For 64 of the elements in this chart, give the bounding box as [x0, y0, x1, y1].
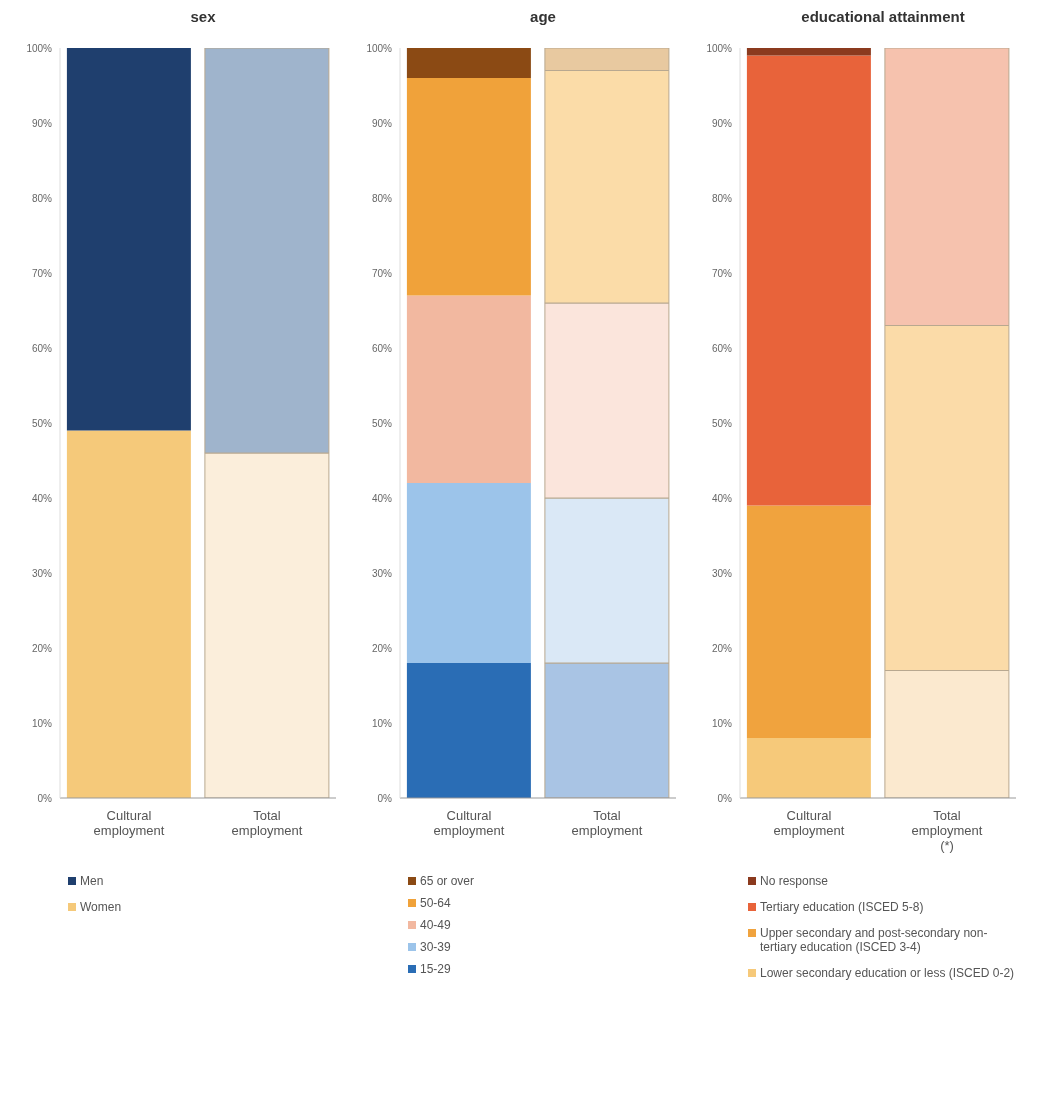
chart-title: sex — [189, 8, 217, 27]
legend-label: 50-64 — [420, 896, 451, 910]
bar — [66, 48, 191, 431]
chart-title: educational attainment — [800, 8, 966, 27]
y-tick-label: 70% — [371, 267, 393, 279]
bar — [746, 55, 871, 506]
legend-label: Upper secondary and post-secondary non-tertiary education (ISCED 3-4) — [760, 926, 989, 954]
y-tick-label: 50% — [711, 417, 733, 429]
y-tick-label: 0% — [377, 792, 393, 804]
legend-label: 30-39 — [420, 940, 451, 954]
y-tick-label: 40% — [371, 492, 393, 504]
y-tick-label: 10% — [31, 717, 53, 729]
bar — [406, 78, 531, 296]
legend-label: 40-49 — [420, 918, 451, 932]
chart-title: age — [529, 8, 557, 27]
y-tick-label: 50% — [371, 417, 393, 429]
y-tick-label: 60% — [31, 342, 53, 354]
y-tick-label: 100% — [26, 42, 53, 54]
x-tick-label: Total employment — [231, 808, 303, 838]
y-tick-label: 90% — [711, 117, 733, 129]
x-tick-label: Total employment (*) — [911, 808, 983, 853]
y-tick-label: 50% — [31, 417, 53, 429]
bar — [66, 430, 191, 798]
legend-label: Men — [80, 874, 104, 888]
y-tick-label: 60% — [371, 342, 393, 354]
legend-label: Tertiary education (ISCED 5-8) — [760, 900, 924, 914]
y-tick-label: 30% — [31, 567, 53, 579]
y-tick-label: 20% — [711, 642, 733, 654]
bar — [746, 505, 871, 738]
y-tick-label: 20% — [371, 642, 393, 654]
y-tick-label: 70% — [711, 267, 733, 279]
y-tick-label: 80% — [711, 192, 733, 204]
y-tick-label: 30% — [711, 567, 733, 579]
y-tick-label: 100% — [366, 42, 393, 54]
y-tick-label: 10% — [371, 717, 393, 729]
x-tick-label: Cultural employment — [433, 808, 505, 838]
bar — [406, 295, 531, 483]
x-tick-label: Total employment — [571, 808, 643, 838]
x-tick-label: Cultural employment — [773, 808, 845, 838]
legend-label: No response — [760, 874, 829, 888]
bar — [406, 663, 531, 798]
legend-label: 65 or over — [420, 874, 475, 888]
y-tick-label: 80% — [31, 192, 53, 204]
y-tick-label: 40% — [31, 492, 53, 504]
bar — [746, 48, 871, 56]
legend-label: Lower secondary education or less (ISCED 0-2) — [760, 966, 1015, 980]
y-tick-label: 40% — [711, 492, 733, 504]
bar — [406, 483, 531, 663]
y-tick-label: 10% — [711, 717, 733, 729]
y-tick-label: 100% — [706, 42, 733, 54]
bar — [746, 738, 871, 798]
y-tick-label: 0% — [37, 792, 53, 804]
y-tick-label: 60% — [711, 342, 733, 354]
y-tick-label: 80% — [371, 192, 393, 204]
legend-label: Women — [80, 900, 122, 914]
y-tick-label: 90% — [371, 117, 393, 129]
x-tick-label: Cultural employment — [93, 808, 165, 838]
legend-label: 15-29 — [420, 962, 451, 976]
y-tick-label: 20% — [31, 642, 53, 654]
y-tick-label: 90% — [31, 117, 53, 129]
bar — [406, 48, 531, 78]
y-tick-label: 30% — [371, 567, 393, 579]
y-tick-label: 70% — [31, 267, 53, 279]
y-tick-label: 0% — [717, 792, 733, 804]
